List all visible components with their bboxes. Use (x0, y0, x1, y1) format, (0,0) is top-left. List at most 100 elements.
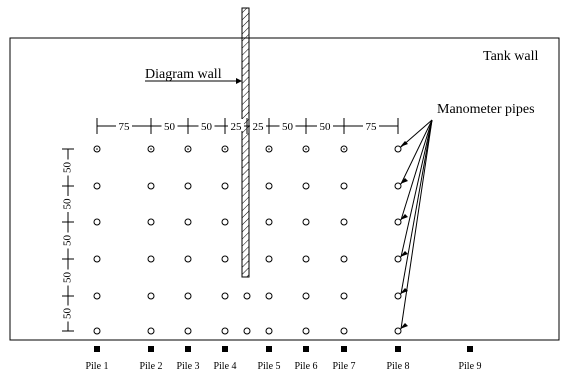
manometer-pipe-marker (221, 327, 229, 335)
manometer-pipe-marker (394, 182, 402, 190)
manometer-pipe-marker (340, 292, 348, 300)
manometer-pipe-marker (221, 255, 229, 263)
dimension-label: 50 (62, 162, 74, 174)
manometer-pipe-marker (221, 218, 229, 226)
manometer-pipe-marker (394, 327, 402, 335)
dimension-label-bg (62, 196, 74, 212)
leader-arrow-icon (400, 178, 408, 184)
manometer-pipe-marker (394, 218, 402, 226)
dimension-label-bg (198, 119, 215, 131)
dimension-label-bg (62, 232, 74, 249)
manometer-pipe-marker (394, 145, 402, 153)
pipe-center-dot (343, 148, 345, 150)
leader-arrow-icon (400, 323, 408, 329)
dimension-label-bg (116, 119, 132, 131)
manometer-pipe-marker (265, 255, 273, 263)
pile-marker (94, 346, 100, 352)
pile-marker (148, 346, 154, 352)
dimension-label: 50 (164, 121, 176, 133)
manometer-pipe-marker (340, 255, 348, 263)
pile-label: Pile 4 (213, 361, 236, 372)
pile-marker (266, 346, 272, 352)
manometer-pipe-marker (302, 292, 310, 300)
manometer-pipe-marker (340, 218, 348, 226)
leader-arrow-icon (400, 141, 408, 147)
dimension-label-bg (279, 119, 296, 131)
pile-marker (185, 346, 191, 352)
pile-row: Pile 1 Pile 2 Pile 3 Pile 4 Pile 5 Pile 6 Pile… (85, 346, 482, 372)
manometer-pipe-marker (265, 327, 273, 335)
pile-label: Pile 7 (332, 361, 355, 372)
pile-marker (303, 346, 309, 352)
pile-marker (467, 346, 473, 352)
manometer-pipe-marker (184, 327, 192, 335)
manometer-pipe-marker (93, 327, 101, 335)
dimension-label-bg (161, 119, 178, 131)
pile-label: Pile 9 (458, 361, 481, 372)
manometer-pipe-marker (302, 255, 310, 263)
manometer-pipe-marker (302, 218, 310, 226)
tank-wall-outline (9, 37, 560, 341)
pile-marker (222, 346, 228, 352)
dimension-label: 50 (62, 272, 74, 284)
manometer-pipe-marker (221, 292, 229, 300)
manometer-pipe-marker (184, 182, 192, 190)
leader-arrow-icon (400, 251, 408, 257)
pile-marker (341, 346, 347, 352)
dimension-label-bg (317, 119, 333, 131)
dimension-label: 75 (366, 121, 378, 133)
manometer-pipe-marker (340, 327, 348, 335)
dimension-label-bg (228, 119, 244, 131)
manometer-pipe-marker (184, 218, 192, 226)
manometer-pipe-marker (221, 182, 229, 190)
manometer-pipe-marker (93, 218, 101, 226)
manometer-pipe-marker (302, 182, 310, 190)
pipe-center-dot (224, 148, 226, 150)
manometer-pipes-label: Manometer pipes (437, 102, 535, 117)
vertical-dimension-line: 50 50 50 50 50 (62, 148, 74, 332)
pipe-center-dot (150, 148, 152, 150)
manometer-pipe-marker (147, 218, 155, 226)
pipe-center-dot (305, 148, 307, 150)
leader-line (400, 119, 433, 258)
manometer-pipe-marker (265, 182, 273, 190)
pile-label: Pile 5 (257, 361, 280, 372)
dimension-label-bg (62, 269, 74, 286)
dimension-label-bg (250, 119, 266, 131)
leader-arrow-icon (400, 214, 408, 220)
pile-label: Pile 8 (386, 361, 409, 372)
pile-label: Pile 3 (176, 361, 199, 372)
leader-line (400, 119, 433, 295)
manometer-pipe-marker (147, 292, 155, 300)
manometer-pipe-marker (147, 327, 155, 335)
manometer-pipe-marker (265, 218, 273, 226)
manometer-pipe-marker (93, 255, 101, 263)
manometer-pipe-marker (302, 327, 310, 335)
pile-label: Pile 6 (294, 361, 317, 372)
manometer-pipe-marker (394, 255, 402, 263)
dimension-label: 50 (282, 121, 294, 133)
dimension-label: 75 (119, 121, 131, 133)
dimension-label: 25 (253, 121, 265, 133)
dimension-label: 25 (231, 121, 243, 133)
manometer-pipe-marker (93, 182, 101, 190)
manometer-pipe-marker (147, 182, 155, 190)
manometer-pipe-marker (184, 292, 192, 300)
horizontal-dimension-line: 75 50 50 25 25 50 50 75 (96, 118, 399, 134)
leader-arrow-icon (400, 288, 408, 294)
manometer-pipe-marker (340, 182, 348, 190)
manometer-pipe-marker (147, 255, 155, 263)
manometer-pipe-marker (184, 255, 192, 263)
pipe-center-dot (268, 148, 270, 150)
dimension-label: 50 (62, 308, 74, 320)
leader-line (400, 119, 433, 221)
dimension-label: 50 (320, 121, 332, 133)
pile-label: Pile 2 (139, 361, 162, 372)
dimension-label-bg (62, 305, 74, 322)
pipe-center-dot (187, 148, 189, 150)
pile-marker (395, 346, 401, 352)
manometer-pipe-marker (265, 292, 273, 300)
dimension-label: 50 (62, 235, 74, 247)
tank-wall-label: Tank wall (483, 49, 539, 64)
